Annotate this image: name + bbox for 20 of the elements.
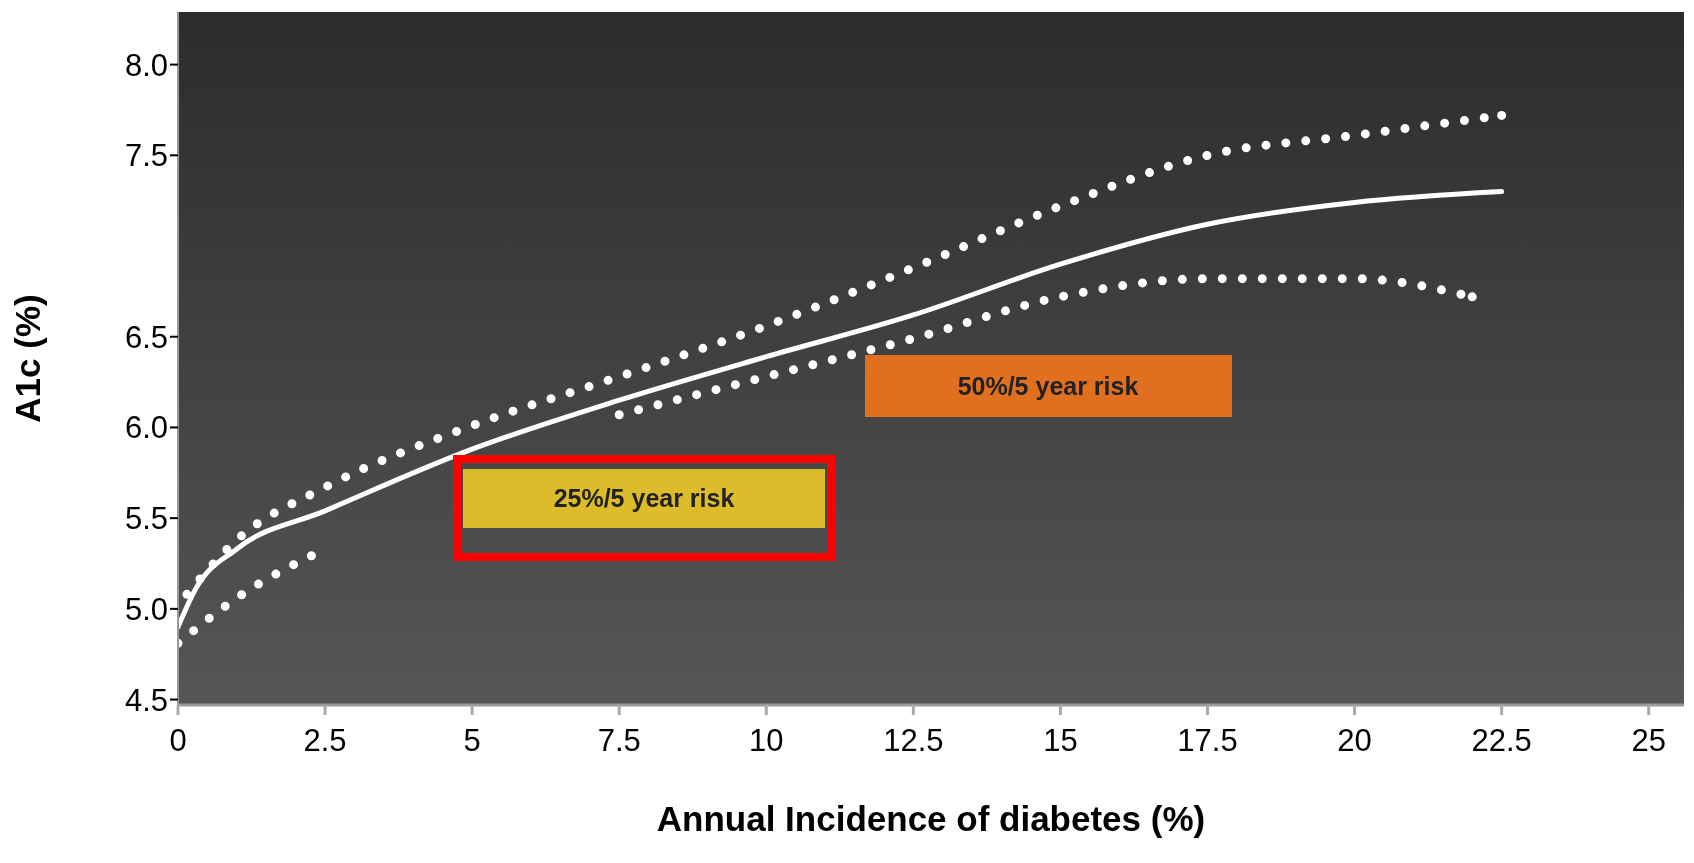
y-tick-label: 5.0 bbox=[124, 591, 168, 627]
x-tick-label: 7.5 bbox=[597, 723, 641, 759]
x-tick-label: 15 bbox=[1043, 723, 1078, 759]
x-tick-label: 20 bbox=[1337, 723, 1372, 759]
y-tick-label: 6.0 bbox=[124, 410, 168, 446]
y-tick-label: 6.5 bbox=[124, 319, 168, 355]
y-tick-label: 5.5 bbox=[124, 501, 168, 537]
y-tick-label: 8.0 bbox=[124, 47, 168, 83]
x-tick-label: 12.5 bbox=[883, 723, 944, 759]
x-tick-label: 22.5 bbox=[1471, 723, 1532, 759]
x-tick-label: 5 bbox=[463, 723, 481, 759]
x-axis-title: Annual Incidence of diabetes (%) bbox=[656, 799, 1206, 838]
y-axis-title: A1c (%) bbox=[8, 294, 48, 423]
x-tick-label: 2.5 bbox=[303, 723, 347, 759]
y-tick-label: 7.5 bbox=[124, 138, 168, 174]
x-tick-label: 0 bbox=[169, 723, 187, 759]
x-tick-label: 10 bbox=[749, 723, 784, 759]
y-tick-label: 4.5 bbox=[124, 682, 168, 718]
x-tick-label: 25 bbox=[1631, 723, 1666, 759]
x-tick-label: 17.5 bbox=[1177, 723, 1238, 759]
